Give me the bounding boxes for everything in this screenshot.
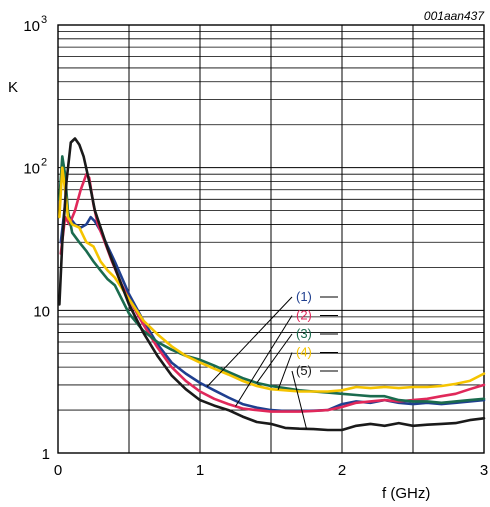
x-axis-label: f (GHz)	[382, 485, 430, 502]
plot-frame	[57, 24, 485, 454]
leader-line-3	[256, 333, 293, 384]
series-line-5	[58, 137, 486, 432]
leader-line-1	[206, 296, 293, 387]
leader-line-4	[277, 352, 293, 390]
series-layer	[58, 137, 486, 432]
legend-label-3: (3)	[296, 326, 312, 341]
x-tick-label: 2	[338, 462, 346, 479]
y-tick-label: 10	[23, 161, 40, 178]
legend-label-5: (5)	[296, 363, 312, 378]
x-tick-label: 3	[480, 462, 488, 479]
x-tick-label: 1	[196, 462, 204, 479]
y-tick-label: 10	[23, 18, 40, 35]
leader-line-2	[235, 315, 293, 407]
figure-reference: 001aan437	[424, 9, 485, 23]
leader-lines	[206, 296, 338, 430]
y-tick-label: 1	[42, 446, 50, 463]
series-line-4	[58, 166, 486, 393]
y-axis-label: K	[8, 79, 18, 96]
grid	[58, 25, 484, 453]
x-tick-label: 0	[54, 462, 62, 479]
y-tick-exponent: 3	[41, 14, 47, 26]
y-tick-label: 10	[33, 303, 50, 320]
series-line-1	[59, 203, 486, 413]
series-line-3	[58, 155, 486, 405]
legend-label-4: (4)	[296, 345, 312, 360]
legend-label-2: (2)	[296, 308, 312, 323]
legend: (1) (2) (3) (4) (5)	[296, 289, 312, 378]
legend-label-1: (1)	[296, 289, 312, 304]
leader-line-5	[291, 370, 307, 430]
y-tick-exponent: 2	[41, 157, 47, 169]
